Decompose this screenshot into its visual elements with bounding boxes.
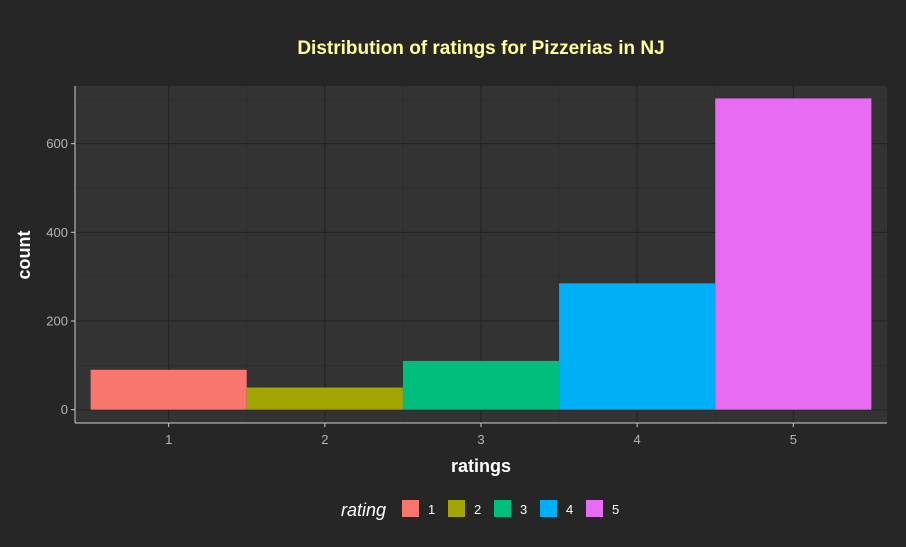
y-tick-label: 200: [46, 314, 68, 329]
x-tick-label: 3: [477, 432, 484, 447]
y-axis-ticks: 0 200 400 600: [46, 136, 75, 417]
bar-rating-1: [90, 369, 247, 410]
legend-label: 4: [566, 502, 573, 517]
legend-label: 2: [474, 502, 481, 517]
x-tick-label: 1: [165, 432, 172, 447]
legend-label: 3: [520, 502, 527, 517]
chart-title: Distribution of ratings for Pizzerias in…: [297, 38, 664, 59]
bar-rating-2: [246, 387, 403, 410]
legend-swatch-5: [586, 500, 603, 517]
y-tick-label: 0: [61, 402, 68, 417]
legend-swatch-3: [494, 500, 511, 517]
bar-rating-4: [559, 283, 716, 410]
x-tick-label: 4: [634, 432, 641, 447]
x-axis-title: ratings: [451, 456, 511, 476]
legend-swatch-1: [402, 500, 419, 517]
x-axis-ticks: 1 2 3 4 5: [165, 423, 797, 447]
bar-rating-3: [402, 360, 560, 410]
legend-label: 1: [428, 502, 435, 517]
legend: rating 1 2 3 4 5: [341, 500, 619, 520]
legend-title: rating: [341, 500, 386, 520]
y-tick-label: 400: [46, 225, 68, 240]
x-tick-label: 5: [790, 432, 797, 447]
y-tick-label: 600: [46, 136, 68, 151]
legend-label: 5: [612, 502, 619, 517]
bar-rating-5: [715, 98, 872, 410]
bars: [90, 98, 872, 410]
legend-swatch-4: [540, 500, 557, 517]
legend-swatch-2: [448, 500, 465, 517]
y-axis-title: count: [14, 231, 34, 280]
x-tick-label: 2: [321, 432, 328, 447]
